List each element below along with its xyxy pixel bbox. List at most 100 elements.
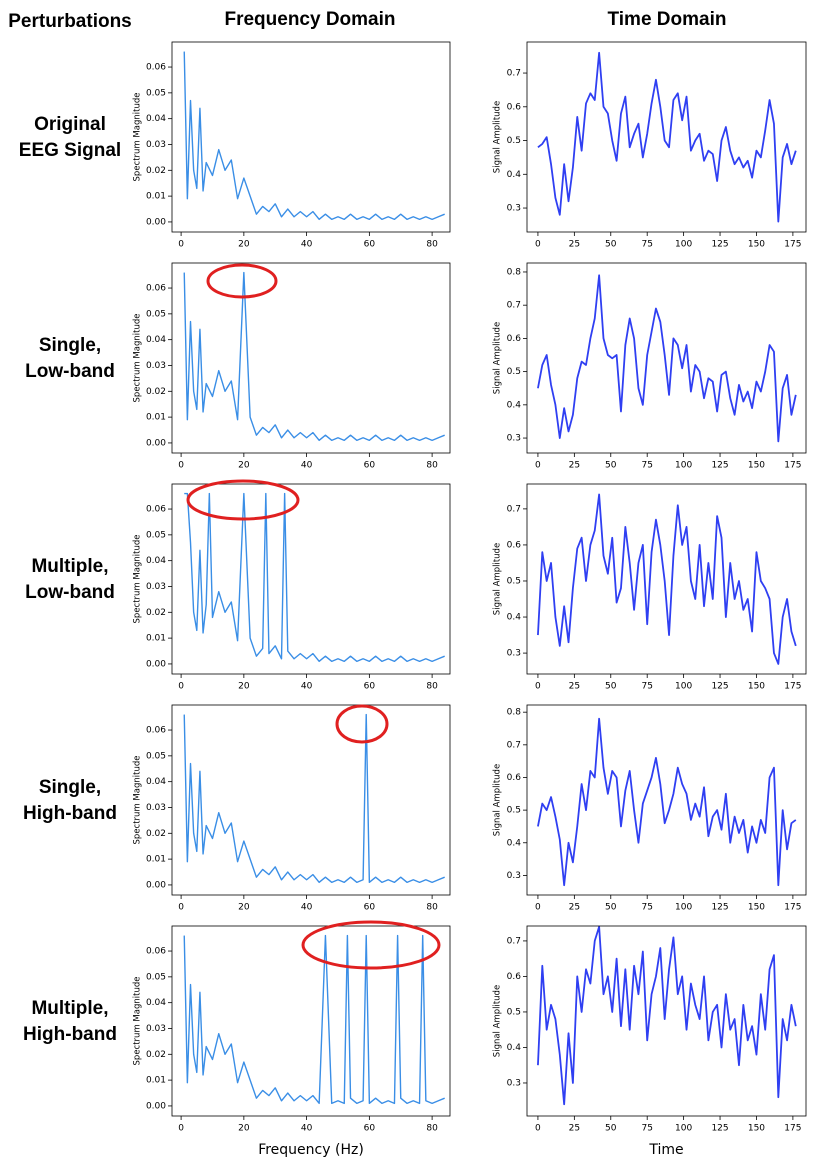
- x-tick-label: 80: [426, 240, 438, 250]
- data-line: [183, 934, 445, 1105]
- x-tick-label: 150: [748, 461, 765, 471]
- y-tick-label: 0.5: [507, 1007, 521, 1017]
- row-label: Low-band: [25, 361, 115, 382]
- row-label: EEG Signal: [19, 140, 121, 161]
- x-tick-label: 175: [784, 1124, 801, 1134]
- y-axis-label: Spectrum Magnitude: [133, 314, 143, 403]
- y-axis-label: Signal Amplitude: [493, 985, 503, 1057]
- axes-frame: [526, 704, 807, 896]
- x-tick-label: 20: [238, 461, 250, 471]
- y-axis-label: Spectrum Magnitude: [133, 977, 143, 1066]
- y-axis-label: Signal Amplitude: [493, 101, 503, 173]
- y-tick-label: 0.3: [507, 871, 521, 881]
- x-tick-label: 0: [178, 461, 184, 471]
- x-tick-label: 175: [784, 903, 801, 913]
- column-header: Time Domain: [608, 9, 727, 30]
- x-tick-label: 0: [178, 240, 184, 250]
- x-tick-label: 175: [784, 240, 801, 250]
- row-label: Single,: [39, 777, 101, 798]
- x-tick-label: 125: [711, 682, 728, 692]
- y-axis-label: Spectrum Magnitude: [133, 756, 143, 845]
- x-tick-label: 100: [675, 1124, 692, 1134]
- highlights: [186, 263, 441, 970]
- y-tick-label: 0.8: [507, 267, 522, 277]
- x-tick-label: 50: [605, 1124, 617, 1134]
- x-tick-label: 60: [364, 903, 376, 913]
- x-tick-label: 40: [301, 461, 313, 471]
- y-tick-label: 0.03: [146, 803, 166, 813]
- data-line: [537, 925, 797, 1106]
- x-tick-label: 75: [641, 461, 652, 471]
- x-tick-label: 50: [605, 240, 617, 250]
- x-axis-label: Time: [648, 1142, 683, 1158]
- y-tick-label: 0.05: [146, 530, 166, 540]
- data-line: [184, 492, 445, 663]
- y-tick-label: 0.3: [507, 1078, 521, 1088]
- axes-frame: [526, 483, 807, 675]
- y-tick-label: 0.06: [146, 726, 166, 736]
- y-tick-label: 0.02: [146, 829, 166, 839]
- x-axis-label: Frequency (Hz): [258, 1142, 364, 1158]
- row-label: Original: [34, 114, 106, 135]
- data-line: [537, 51, 797, 223]
- x-tick-label: 60: [364, 240, 376, 250]
- y-tick-label: 0.4: [507, 1043, 522, 1053]
- y-axis-label: Signal Amplitude: [493, 543, 503, 615]
- y-tick-label: 0.02: [146, 608, 166, 618]
- x-tick-label: 20: [238, 1124, 250, 1134]
- y-axis-label: Spectrum Magnitude: [133, 93, 143, 182]
- x-tick-label: 50: [605, 903, 617, 913]
- y-axis-label: Signal Amplitude: [493, 322, 503, 394]
- y-tick-label: 0.4: [507, 400, 522, 410]
- x-tick-label: 175: [784, 682, 801, 692]
- x-tick-label: 20: [238, 682, 250, 692]
- x-tick-label: 150: [748, 240, 765, 250]
- data-line: [183, 271, 445, 442]
- y-tick-label: 0.06: [146, 947, 166, 957]
- row-label: Multiple,: [31, 998, 108, 1019]
- x-tick-label: 0: [178, 1124, 184, 1134]
- x-tick-label: 25: [569, 1124, 580, 1134]
- row-label: Low-band: [25, 582, 115, 603]
- y-tick-label: 0.04: [146, 556, 166, 566]
- column-header: Perturbations: [8, 11, 132, 32]
- y-tick-label: 0.02: [146, 387, 166, 397]
- y-tick-label: 0.00: [146, 217, 166, 227]
- y-tick-label: 0.06: [146, 284, 166, 294]
- x-tick-label: 40: [301, 240, 313, 250]
- x-tick-label: 0: [178, 903, 184, 913]
- x-tick-label: 80: [426, 1124, 438, 1134]
- y-tick-label: 0.03: [146, 1024, 166, 1034]
- highlight-ellipse: [206, 263, 278, 299]
- y-tick-label: 0.01: [146, 855, 166, 865]
- y-tick-label: 0.01: [146, 413, 166, 423]
- y-tick-label: 0.00: [146, 880, 166, 890]
- highlight-ellipse: [335, 704, 389, 744]
- axes-frame: [171, 925, 451, 1117]
- x-tick-label: 50: [605, 461, 617, 471]
- y-tick-label: 0.00: [146, 659, 166, 669]
- y-tick-label: 0.00: [146, 1101, 166, 1111]
- x-tick-label: 60: [364, 1124, 376, 1134]
- axes-frame: [526, 925, 807, 1117]
- y-tick-label: 0.5: [507, 367, 521, 377]
- y-tick-label: 0.06: [146, 63, 166, 73]
- x-tick-label: 75: [641, 682, 652, 692]
- y-tick-label: 0.04: [146, 777, 166, 787]
- data-line: [183, 51, 445, 221]
- x-tick-label: 100: [675, 461, 692, 471]
- x-tick-label: 100: [675, 903, 692, 913]
- x-tick-label: 0: [535, 903, 541, 913]
- y-tick-label: 0.05: [146, 309, 166, 319]
- x-tick-label: 75: [641, 240, 652, 250]
- x-tick-label: 150: [748, 903, 765, 913]
- y-tick-label: 0.01: [146, 1076, 166, 1086]
- x-tick-label: 75: [641, 903, 652, 913]
- x-tick-label: 80: [426, 903, 438, 913]
- data-line: [537, 493, 797, 665]
- y-tick-label: 0.04: [146, 998, 166, 1008]
- axes-frame: [171, 262, 451, 454]
- y-tick-label: 0.4: [507, 170, 522, 180]
- x-tick-label: 125: [711, 461, 728, 471]
- highlight-ellipse: [301, 920, 441, 970]
